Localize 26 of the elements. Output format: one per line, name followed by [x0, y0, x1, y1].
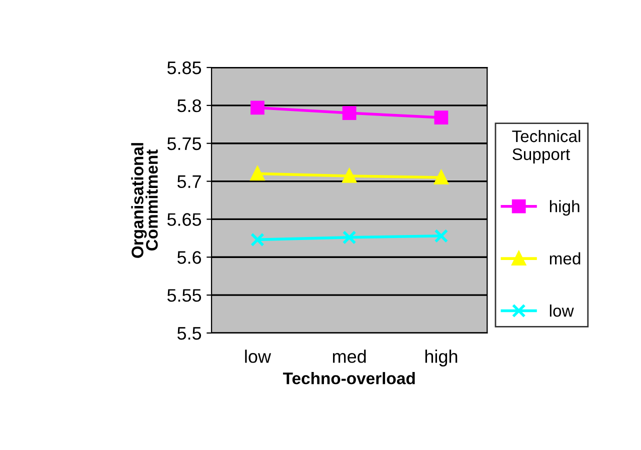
legend-title: Technical Support	[512, 130, 580, 164]
legend-label: low	[550, 304, 574, 317]
point	[434, 228, 448, 243]
point	[434, 110, 448, 125]
point	[342, 106, 356, 120]
x-axis-title: Techno-overload	[283, 372, 415, 384]
x-tick-label: low	[245, 350, 272, 363]
y-tick-label: 5.7	[177, 175, 201, 188]
x-tick-label: med	[332, 350, 366, 363]
y-tick-label: 5.5	[177, 327, 202, 340]
legend-label: high	[550, 200, 580, 216]
x-tick-label: high	[425, 350, 458, 366]
y-tick-label: 5.8	[177, 99, 202, 112]
y-tick-label: 5.6	[177, 251, 202, 264]
y-tick-label: 5.55	[167, 289, 202, 302]
y-tick-label: 5.85	[167, 61, 202, 74]
point	[250, 100, 264, 115]
y-tick-label: 5.75	[167, 137, 202, 150]
y-tick-label: 5.65	[167, 213, 202, 226]
point	[434, 170, 448, 184]
point	[250, 232, 264, 247]
y-axis-title: Organisational Commitment	[131, 143, 158, 258]
point	[342, 230, 356, 244]
legend-label: med	[550, 252, 580, 265]
point	[342, 169, 356, 183]
point	[250, 166, 264, 181]
